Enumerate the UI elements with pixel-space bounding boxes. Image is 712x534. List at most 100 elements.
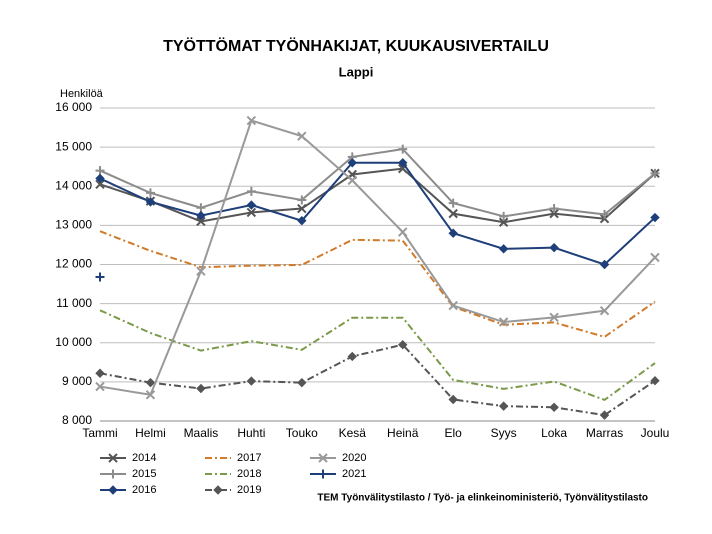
legend-marker — [213, 485, 223, 495]
marker — [549, 204, 559, 214]
marker — [196, 203, 206, 213]
y-tick-label: 11 000 — [56, 296, 92, 310]
y-tick-label: 9 000 — [62, 374, 92, 388]
marker — [448, 208, 458, 219]
marker — [650, 252, 660, 263]
marker — [196, 216, 206, 227]
x-tick-label: Tammi — [82, 426, 117, 440]
marker — [650, 212, 660, 223]
legend-label: 2016 — [132, 484, 156, 496]
y-tick-label: 14 000 — [55, 178, 92, 192]
marker — [297, 215, 307, 226]
marker — [145, 390, 156, 400]
marker — [398, 227, 408, 237]
legend-label: 2020 — [342, 452, 366, 464]
marker — [398, 158, 408, 168]
marker — [599, 305, 610, 316]
marker — [398, 144, 408, 154]
marker — [196, 210, 206, 221]
marker — [448, 394, 458, 405]
marker — [599, 259, 610, 270]
marker — [196, 266, 206, 276]
marker — [498, 217, 509, 227]
marker — [95, 381, 105, 392]
legend-marker — [318, 453, 328, 463]
series-line — [99, 119, 656, 396]
marker — [95, 173, 105, 184]
legend-marker — [108, 485, 118, 495]
marker — [599, 410, 610, 420]
y-tick-label: 16 000 — [55, 100, 92, 114]
x-tick-label: Loka — [541, 426, 567, 440]
x-tick-label: Touko — [286, 426, 318, 440]
x-tick-label: Huhti — [237, 426, 265, 440]
marker — [600, 209, 610, 219]
marker — [145, 188, 155, 198]
legend-label: 2017 — [237, 452, 261, 464]
marker — [549, 402, 559, 413]
series-line — [99, 161, 656, 266]
y-tick-label: 8 000 — [62, 413, 92, 427]
x-tick-label: Marras — [586, 426, 623, 440]
marker — [246, 207, 257, 218]
marker — [549, 312, 559, 323]
marker — [549, 242, 559, 253]
x-tick-label: Helmi — [135, 426, 166, 440]
marker — [498, 401, 509, 411]
legend-marker — [108, 469, 118, 479]
legend-label: 2015 — [132, 468, 156, 480]
marker — [498, 244, 509, 254]
marker — [95, 179, 105, 190]
marker — [448, 198, 458, 208]
marker — [95, 272, 105, 282]
marker — [246, 376, 257, 386]
y-tick-label: 15 000 — [55, 139, 92, 153]
marker — [448, 228, 458, 238]
x-tick-label: Joulu — [641, 426, 670, 440]
marker — [145, 377, 156, 388]
marker — [95, 166, 105, 176]
series-line — [99, 148, 656, 218]
series-line — [99, 309, 656, 401]
chart-subtitle: Lappi — [339, 64, 374, 79]
marker — [499, 211, 509, 221]
y-axis-label: Henkilöä — [60, 88, 104, 100]
series-line — [99, 343, 656, 417]
chart-title: TYÖTTÖMAT TYÖNHAKIJAT, KUUKAUSIVERTAILU — [163, 36, 549, 55]
x-tick-label: Syys — [491, 426, 517, 440]
series-line — [99, 230, 656, 338]
marker — [297, 377, 307, 388]
marker — [297, 131, 307, 141]
marker — [297, 203, 307, 214]
legend-label: 2018 — [237, 468, 261, 480]
marker — [498, 317, 509, 327]
marker — [145, 197, 156, 207]
marker — [549, 208, 559, 219]
marker — [650, 168, 660, 178]
marker — [246, 200, 257, 210]
legend-label: 2014 — [132, 452, 156, 464]
marker — [347, 175, 357, 186]
marker — [297, 195, 307, 205]
marker — [650, 375, 660, 386]
x-tick-label: Maalis — [184, 426, 219, 440]
source-note: TEM Työnvälitystilasto / Työ- ja elinkei… — [317, 493, 648, 504]
series-line — [99, 167, 656, 224]
legend-marker — [318, 469, 328, 479]
marker — [246, 115, 257, 126]
y-tick-label: 12 000 — [55, 257, 92, 271]
x-tick-label: Elo — [445, 426, 463, 440]
marker — [95, 368, 105, 378]
legend-label: 2019 — [237, 484, 261, 496]
marker — [398, 339, 408, 350]
marker — [196, 383, 206, 394]
y-tick-label: 10 000 — [55, 335, 92, 349]
marker — [347, 351, 357, 362]
x-tick-label: Heinä — [387, 426, 419, 440]
marker — [347, 158, 357, 168]
legend-marker — [108, 453, 118, 463]
x-tick-label: Kesä — [339, 426, 367, 440]
y-tick-label: 13 000 — [55, 218, 92, 232]
